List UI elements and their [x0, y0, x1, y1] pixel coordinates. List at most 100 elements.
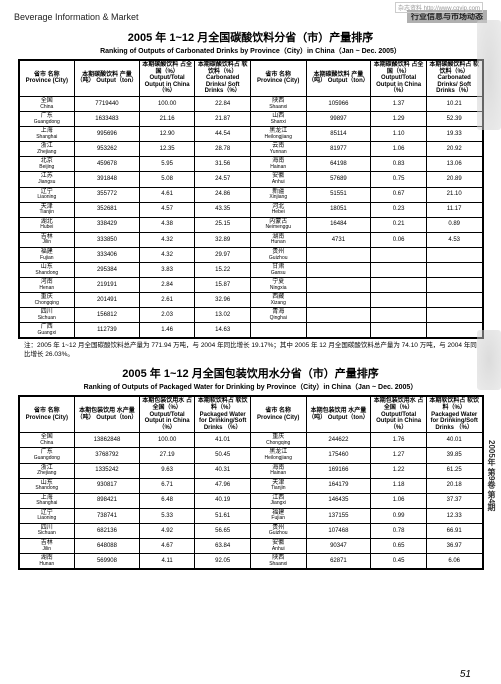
table-row: 湖北Hubei3384294.3825.15内蒙古Neimenggu164840…: [19, 217, 482, 232]
cell-soft: 52.39: [426, 112, 482, 127]
cell-output: 107468: [306, 523, 371, 538]
cell-province: 河北Hebei: [250, 202, 306, 217]
cell-soft: 37.37: [426, 493, 482, 508]
table-row: 北京Beijing4596785.9531.56海南Hainan641980.8…: [19, 157, 482, 172]
th-pct: 本期碳酸饮料 占全国（%） Output/Total Output in Chi…: [139, 61, 195, 97]
cell-pct: 4.32: [139, 232, 195, 247]
cell-soft: 92.05: [195, 554, 251, 569]
cell-province: 全国China: [19, 96, 75, 111]
cell-soft: 21.10: [426, 187, 482, 202]
cell-province: 江苏Jiangsu: [19, 172, 75, 187]
cell-pct: [371, 278, 427, 293]
th-pct: 本期包装饮用水 占全国（%） Output/Total Output in Ch…: [139, 397, 195, 433]
cell-output: [306, 247, 371, 262]
table-row: 浙江Zhejiang13352429.6340.31海南Hainan169166…: [19, 463, 482, 478]
cell-output: 1633483: [75, 112, 140, 127]
cell-pct: 2.61: [139, 293, 195, 308]
cell-province: 上海Shanghai: [19, 493, 75, 508]
cell-output: 156812: [75, 308, 140, 323]
cell-output: 953262: [75, 142, 140, 157]
table2-header-row: 省市 名称 Province (City) 本期包装饮用 水产量（吨） Outp…: [19, 397, 482, 433]
cell-pct: 1.06: [371, 142, 427, 157]
table1-note: 注：2005 年 1~12 月全国碳酸饮料总产量为 771.94 万吨，与 20…: [24, 342, 477, 359]
cell-province: 辽宁Liaoning: [19, 508, 75, 523]
cell-province: 贵州Guizhou: [250, 523, 306, 538]
th-province: 省市 名称 Province (City): [19, 397, 75, 433]
cell-output: 459678: [75, 157, 140, 172]
decorative-blob: [477, 330, 501, 390]
th-pct: 本期碳酸饮料 占全国（%） Output/Total Output in Chi…: [371, 61, 427, 97]
cell-province: 天津Tianjin: [19, 202, 75, 217]
cell-soft: [426, 263, 482, 278]
cell-province: 安徽Anhui: [250, 172, 306, 187]
cell-output: 81977: [306, 142, 371, 157]
cell-soft: 22.84: [195, 96, 251, 111]
cell-soft: 32.89: [195, 232, 251, 247]
cell-soft: 6.06: [426, 554, 482, 569]
top-url: 杂志资料 http://www.cqvip.com: [395, 2, 483, 13]
cell-output: 355772: [75, 187, 140, 202]
cell-soft: 40.31: [195, 463, 251, 478]
cell-province: 天津Tianjin: [250, 478, 306, 493]
th-province: 省市 名称 Province (City): [250, 61, 306, 97]
table1: 省市 名称 Province (City) 本期碳酸饮料 产量（吨） Outpu…: [18, 59, 484, 339]
cell-output: 85114: [306, 127, 371, 142]
cell-pct: 1.22: [371, 463, 427, 478]
cell-output: 112739: [75, 323, 140, 338]
cell-soft: 66.91: [426, 523, 482, 538]
cell-soft: 29.97: [195, 247, 251, 262]
cell-pct: 1.37: [371, 96, 427, 111]
table1-title-en: Ranking of Outputs of Carbonated Drinks …: [14, 46, 487, 56]
cell-soft: 10.21: [426, 96, 482, 111]
cell-output: 333850: [75, 232, 140, 247]
cell-province: 河南Henan: [19, 278, 75, 293]
cell-output: 3768792: [75, 448, 140, 463]
cell-output: 146435: [306, 493, 371, 508]
cell-output: 333406: [75, 247, 140, 262]
cell-province: 湖南Hunan: [19, 554, 75, 569]
cell-output: 64198: [306, 157, 371, 172]
cell-pct: 0.21: [371, 217, 427, 232]
cell-pct: 1.29: [371, 112, 427, 127]
cell-province: 浙江Zhejiang: [19, 463, 75, 478]
cell-output: 62871: [306, 554, 371, 569]
table-row: 四川Sichuan1568122.0313.02青海Qinghai: [19, 308, 482, 323]
table-row: 吉林Jilin3338504.3232.89湖南Hunan47310.064.5…: [19, 232, 482, 247]
side-volume-label: 2005年 第9卷 第4期: [486, 440, 497, 511]
cell-pct: 1.06: [371, 493, 427, 508]
th-output: 本期包装饮用 水产量（吨） Output（ton）: [75, 397, 140, 433]
cell-output: 164179: [306, 478, 371, 493]
table-row: 四川Sichuan6821364.9256.65贵州Guizhou1074680…: [19, 523, 482, 538]
cell-pct: 5.33: [139, 508, 195, 523]
cell-output: 295384: [75, 263, 140, 278]
cell-soft: 41.01: [195, 433, 251, 448]
cell-soft: 63.84: [195, 538, 251, 553]
table-row: 山东Shandong2953843.8315.22甘肃Gansu: [19, 263, 482, 278]
cell-province: 北京Beijing: [19, 157, 75, 172]
cell-soft: 51.61: [195, 508, 251, 523]
cell-province: 吉林Jilin: [19, 232, 75, 247]
table2: 省市 名称 Province (City) 本期包装饮用 水产量（吨） Outp…: [18, 395, 484, 570]
cell-soft: [426, 308, 482, 323]
cell-province: 安徽Anhui: [250, 538, 306, 553]
cell-soft: 19.33: [426, 127, 482, 142]
th-soft: 本期软饮料占 软饮料（%） Packaged Water for Drinkin…: [426, 397, 482, 433]
cell-pct: 4.57: [139, 202, 195, 217]
cell-pct: 27.19: [139, 448, 195, 463]
th-province: 省市 名称 Province (City): [19, 61, 75, 97]
cell-province: 山西Shanxi: [250, 112, 306, 127]
table-row: 山东Shandong9308176.7147.96天津Tianjin164179…: [19, 478, 482, 493]
cell-output: 682136: [75, 523, 140, 538]
cell-province: 重庆Chongqing: [250, 433, 306, 448]
cell-output: 51551: [306, 187, 371, 202]
cell-soft: 24.57: [195, 172, 251, 187]
th-province: 省市 名称 Province (City): [250, 397, 306, 433]
cell-output: 244622: [306, 433, 371, 448]
cell-soft: 47.96: [195, 478, 251, 493]
cell-pct: 0.67: [371, 187, 427, 202]
table-row: 重庆Chongqing2014912.6132.96西藏Xizang: [19, 293, 482, 308]
table2-title-cn: 2005 年 1~12 月全国包装饮用水分省（市）产量排序: [14, 365, 487, 381]
cell-soft: 32.96: [195, 293, 251, 308]
table1-title-cn: 2005 年 1~12 月全国碳酸饮料分省（市）产量排序: [14, 29, 487, 45]
cell-pct: 0.99: [371, 508, 427, 523]
